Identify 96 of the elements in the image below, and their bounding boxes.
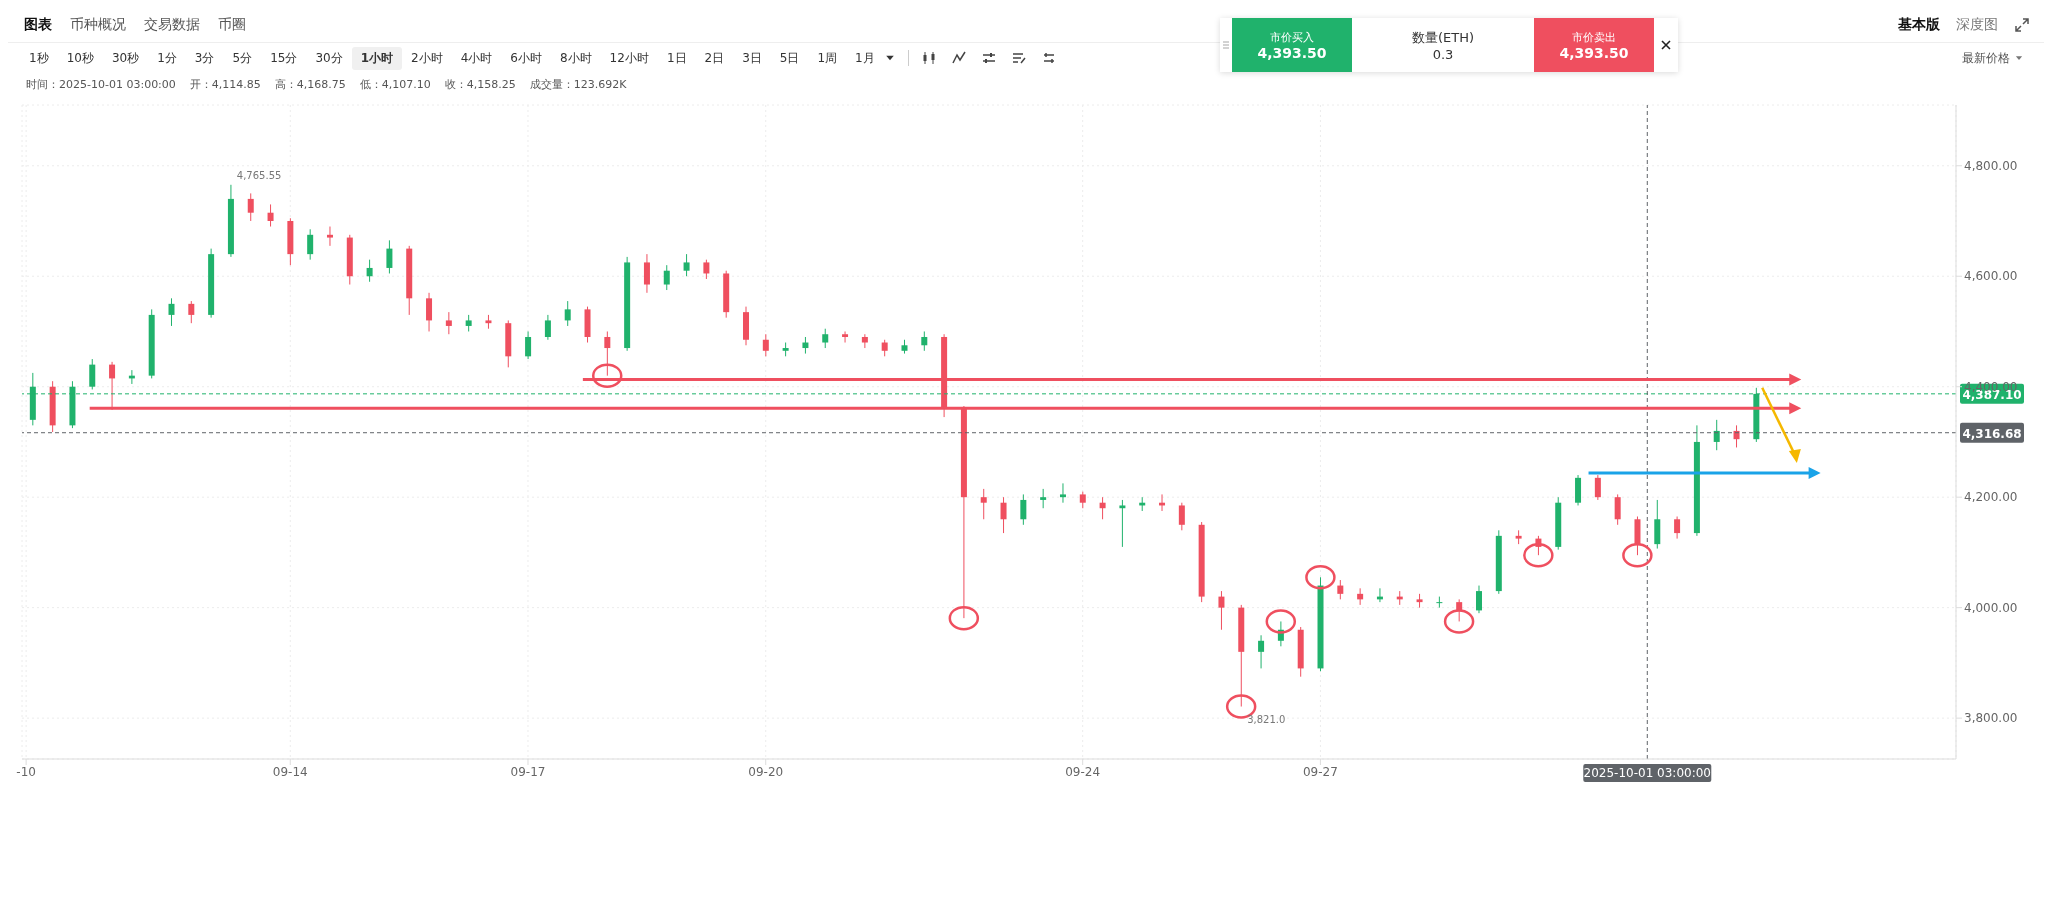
candlestick: [1020, 493, 1027, 526]
text: 成交量：123.692K: [529, 76, 627, 92]
candlestick: [307, 228, 314, 261]
text: 12小时: [608, 49, 650, 67]
candlestick: [980, 488, 987, 520]
text: 8小时: [558, 49, 593, 67]
candlestick: [1614, 493, 1621, 526]
text: 1分: [156, 49, 178, 67]
y-tick-label: 4,800.00: [1964, 159, 2018, 174]
candlestick: [1218, 590, 1225, 631]
candlestick: [89, 358, 96, 390]
candlestick: [1357, 587, 1364, 606]
text: 3日: [741, 49, 763, 67]
text: 开：4,114.85: [189, 76, 261, 92]
candlestick: [544, 314, 551, 341]
candlestick: [1594, 474, 1601, 501]
y-tick-label: 4,600.00: [1964, 269, 2018, 284]
text: 1日: [665, 49, 688, 67]
text: 市价卖出: [1572, 29, 1616, 45]
text: 1小时: [351, 46, 403, 70]
text: 2小时: [410, 49, 444, 67]
candlestick: [1000, 496, 1007, 534]
candlestick: [564, 300, 571, 327]
candlestick: [267, 203, 274, 228]
text: 低：4,107.10: [359, 76, 431, 92]
candlestick: [1337, 579, 1344, 600]
text: 1月: [854, 49, 876, 67]
text: 5分: [231, 49, 254, 67]
candlestick: [703, 259, 710, 280]
text: 基本版: [1898, 16, 1940, 34]
text: 最新价格: [1962, 49, 2012, 67]
candlestick: [1040, 488, 1047, 509]
x-tick-label: 09-27: [1302, 764, 1338, 779]
text: 交易数据: [144, 16, 200, 34]
text: 数量(ETH): [1411, 28, 1475, 47]
y-tick-label: 3,800.00: [1964, 711, 2018, 726]
candlestick: [168, 297, 175, 327]
x-tick-label: -10: [16, 764, 36, 779]
candlestick: [822, 328, 829, 349]
x-tick-label: 09-24: [1065, 764, 1101, 779]
text: 10秒: [65, 49, 95, 67]
candlestick: [188, 300, 195, 324]
text: 深度图: [1956, 16, 1998, 34]
x-tick-label: 09-14: [272, 764, 308, 779]
candlestick: [1436, 596, 1443, 609]
y-tick-label: 4,000.00: [1964, 600, 2018, 615]
candlestick: [762, 333, 769, 357]
text: 2日: [703, 49, 726, 67]
text: 币种概况: [70, 16, 126, 34]
candlestick: [1258, 634, 1265, 669]
candlestick: [247, 192, 254, 222]
x-tick-label: 09-20: [748, 764, 784, 779]
text: 4,393.50: [1257, 44, 1327, 61]
candlestick: [525, 330, 532, 360]
text: 4小时: [459, 49, 494, 67]
annotation: 3,821.0: [1247, 713, 1286, 725]
text: 15分: [269, 49, 299, 67]
annotation: 4,765.55: [236, 169, 282, 181]
text: 收：4,158.25: [444, 76, 516, 92]
text: 币圈: [218, 16, 246, 34]
candlestick: [386, 239, 393, 274]
candlestick: [861, 333, 868, 349]
text: 3分: [193, 49, 216, 67]
candlestick: [1674, 516, 1681, 540]
text: 6小时: [509, 49, 543, 67]
text: 30分: [314, 49, 344, 67]
ref-line-label: 2025-10-01 03:00:00: [1583, 766, 1712, 780]
text: 1周: [816, 49, 839, 67]
candlestick: [366, 259, 373, 283]
candlestick: [445, 311, 452, 335]
candlestick: [1475, 585, 1482, 614]
candlestick: [921, 330, 928, 352]
text: 高：4,168.75: [274, 76, 346, 92]
candlestick: [326, 226, 333, 247]
candlestick: [1059, 482, 1066, 504]
y-tick-label: 4,200.00: [1964, 490, 2018, 505]
candlestick: [1119, 499, 1126, 548]
text: 5日: [778, 49, 801, 67]
x-tick-label: 09-17: [510, 764, 546, 779]
text: 时间：2025-10-01 03:00:00: [26, 76, 176, 92]
text: 30秒: [110, 49, 141, 67]
text: 市价买入: [1270, 29, 1314, 45]
candlestick: [426, 292, 433, 332]
candlestick: [1178, 502, 1185, 531]
candlestick: [643, 253, 650, 294]
text: 图表: [24, 16, 52, 34]
text: 4,393.50: [1559, 44, 1629, 61]
candlestick: [663, 264, 670, 291]
ref-line-label: 4,316.68: [1962, 426, 2022, 441]
candlestick: [1099, 496, 1106, 520]
candlestick: [683, 253, 690, 277]
candlestick: [604, 330, 611, 377]
candlestick: [842, 330, 849, 344]
text: 1秒: [28, 49, 50, 67]
candlestick: [1713, 419, 1720, 451]
text: 0.3: [1432, 46, 1454, 62]
